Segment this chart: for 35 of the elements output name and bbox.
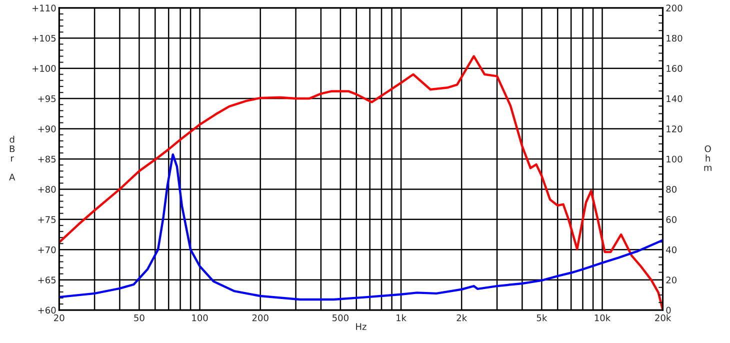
y-tick-label: +105 [32,34,56,42]
y2-tick-label: 180 [666,34,682,42]
y2-tick-label: 80 [666,186,677,193]
y-tick-label: +80 [38,186,56,193]
x-axis-title: Hz [356,323,366,330]
y-tick-label: +60 [38,306,56,314]
text: dBr A [9,136,16,180]
y-tick-label: +65 [38,276,56,284]
y-tick-label: +75 [38,216,56,223]
y2-tick-label: 200 [666,4,682,12]
y-tick-label: +95 [38,95,56,102]
x-tick-label: 20k [655,314,672,322]
y2-axis-title: Ohm [704,145,712,171]
x-tick-label: 5k [536,314,548,322]
y-tick-label: +110 [32,4,56,12]
y-tick-label: +90 [38,125,56,132]
y2-tick-label: 20 [666,276,677,284]
x-tick-label: 100 [192,314,208,322]
x-tick-label: 2k [456,314,468,322]
x-tick-label: 50 [134,314,144,322]
y2-tick-label: 100 [666,156,682,163]
y-tick-label: +100 [32,65,56,72]
x-tick-label: 1k [396,314,406,322]
y2-tick-label: 140 [666,95,682,102]
y-tick-label: +70 [38,246,56,254]
y2-tick-label: 60 [666,216,677,223]
x-tick-label: 200 [252,314,268,322]
y2-tick-label: 160 [666,65,682,72]
y2-tick-label: 0 [666,306,671,314]
x-tick-label: 20 [54,314,64,322]
x-tick-label: 10k [594,314,611,322]
y2-tick-label: 40 [666,246,677,254]
x-tick-label: 500 [332,314,348,322]
y2-tick-label: 120 [666,125,682,132]
y-tick-label: +85 [38,156,56,163]
